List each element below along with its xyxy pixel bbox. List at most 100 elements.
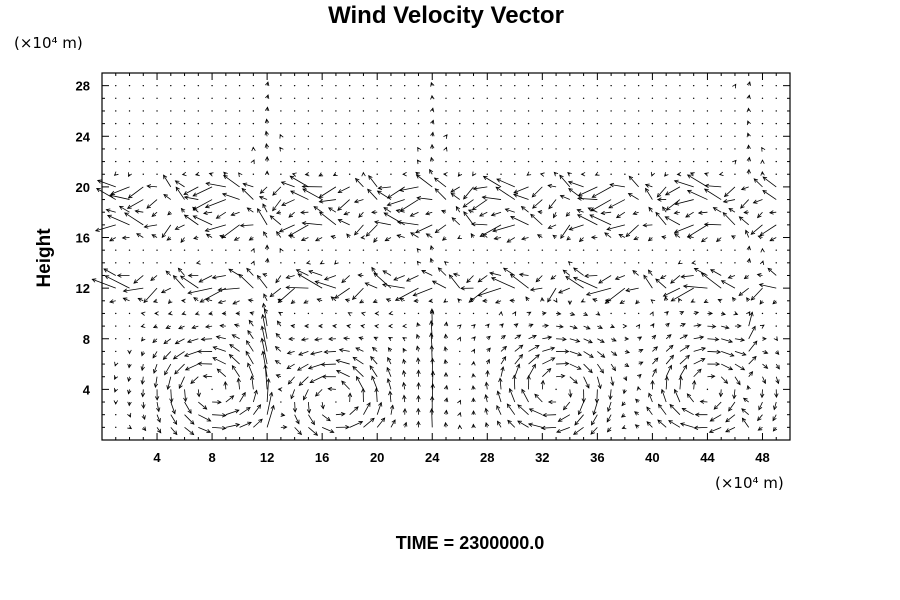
vector-arrowhead	[722, 199, 728, 204]
x-tick-label: 20	[370, 450, 384, 465]
vector-arrowhead	[743, 274, 749, 280]
vector-arrow	[707, 338, 719, 340]
vector-arrow	[625, 224, 639, 237]
vector-dot	[514, 148, 516, 150]
vector-arrow	[241, 188, 254, 200]
vector-dot	[679, 148, 681, 150]
vector-dot	[293, 262, 296, 264]
vector-arrowhead	[512, 374, 517, 380]
vector-arrowhead	[381, 282, 387, 288]
vector-arrow	[413, 287, 433, 296]
vector-arrow	[505, 208, 515, 213]
vector-arrowhead	[365, 232, 371, 237]
vector-arrowhead	[704, 172, 709, 177]
vector-arrowhead	[610, 381, 615, 387]
vector-arrowhead	[443, 134, 448, 139]
vector-dot	[486, 262, 488, 264]
vector-arrowhead	[146, 204, 151, 209]
vector-arrowhead	[615, 213, 621, 219]
vector-arrow	[218, 300, 226, 304]
vector-arrow	[463, 186, 474, 200]
vector-arrowhead	[585, 325, 591, 330]
vector-arrow	[468, 209, 474, 213]
vector-arrow	[757, 211, 763, 218]
vector-arrowhead	[380, 417, 386, 423]
vector-arrowhead	[141, 336, 146, 342]
vector-arrowhead	[485, 369, 490, 375]
vector-arrowhead	[585, 383, 590, 389]
vector-dot	[321, 97, 323, 100]
vector-arrowhead	[430, 370, 436, 376]
vector-arrow	[173, 351, 185, 360]
vector-arrowhead	[402, 369, 407, 375]
vector-arrow	[610, 363, 616, 371]
vector-arrow	[400, 199, 419, 212]
vector-arrow	[455, 206, 461, 213]
vector-arrow	[471, 223, 488, 226]
vector-arrowhead	[163, 194, 168, 199]
vector-arrowhead	[222, 413, 227, 418]
vector-arrowhead	[477, 278, 483, 283]
vector-arrow	[532, 199, 543, 209]
vector-arrowhead	[358, 336, 364, 341]
vector-arrowhead	[172, 355, 178, 360]
y-axis-label: Height	[34, 228, 55, 288]
vector-arrowhead	[298, 381, 304, 387]
vector-dot	[624, 84, 626, 87]
vector-dot	[569, 122, 571, 125]
vector-arrowhead	[762, 190, 767, 195]
vector-arrowhead	[368, 175, 373, 180]
vector-arrow	[410, 232, 419, 238]
vector-dot	[720, 97, 722, 100]
vector-arrow	[393, 275, 405, 281]
vector-arrow	[382, 284, 405, 289]
vector-arrow	[626, 287, 639, 292]
vector-arrowhead	[288, 234, 293, 239]
vector-arrow	[184, 427, 194, 435]
vector-dot	[555, 262, 557, 264]
vector-arrow	[371, 267, 378, 276]
vector-arrowhead	[710, 374, 716, 379]
vector-arrowhead	[501, 334, 506, 340]
y-tick-label: 20	[76, 180, 90, 195]
vector-arrow	[238, 274, 254, 289]
vector-dot	[156, 173, 158, 175]
vector-arrowhead	[577, 410, 582, 416]
vector-arrowhead	[353, 199, 359, 204]
vector-dot	[348, 262, 351, 264]
vector-arrow	[319, 186, 337, 198]
vector-arrowhead	[223, 174, 228, 180]
vector-arrowhead	[740, 337, 746, 342]
vector-arrowhead	[697, 210, 703, 215]
vector-arrowhead	[116, 273, 122, 278]
vector-arrowhead	[413, 298, 419, 304]
vector-arrowhead	[673, 229, 679, 234]
vector-arrow	[341, 275, 350, 283]
vector-arrow	[288, 376, 295, 385]
vector-dot	[555, 249, 557, 251]
vector-arrow	[521, 389, 529, 403]
vector-arrow	[725, 414, 736, 423]
vector-arrow	[494, 237, 502, 240]
vector-dot	[321, 110, 323, 112]
vector-arrowhead	[297, 273, 303, 278]
vector-arrowhead	[470, 233, 475, 238]
vector-arrowhead	[547, 183, 553, 189]
vector-arrow	[679, 376, 682, 390]
vector-arrowhead	[297, 430, 302, 436]
vector-dot	[596, 122, 599, 125]
vector-arrow	[298, 376, 309, 386]
vector-arrowhead	[288, 336, 293, 342]
vector-arrowhead	[153, 368, 158, 374]
vector-arrow	[217, 368, 227, 378]
vector-arrowhead	[202, 374, 208, 379]
vector-arrow	[203, 375, 213, 378]
vector-dot	[582, 84, 585, 87]
vector-arrow	[721, 338, 733, 343]
vector-arrowhead	[583, 311, 589, 316]
vector-dot	[541, 84, 544, 87]
vector-arrow	[479, 211, 488, 217]
vector-arrowhead	[416, 248, 422, 253]
vector-arrowhead	[403, 421, 408, 427]
vector-arrowhead	[455, 205, 460, 211]
